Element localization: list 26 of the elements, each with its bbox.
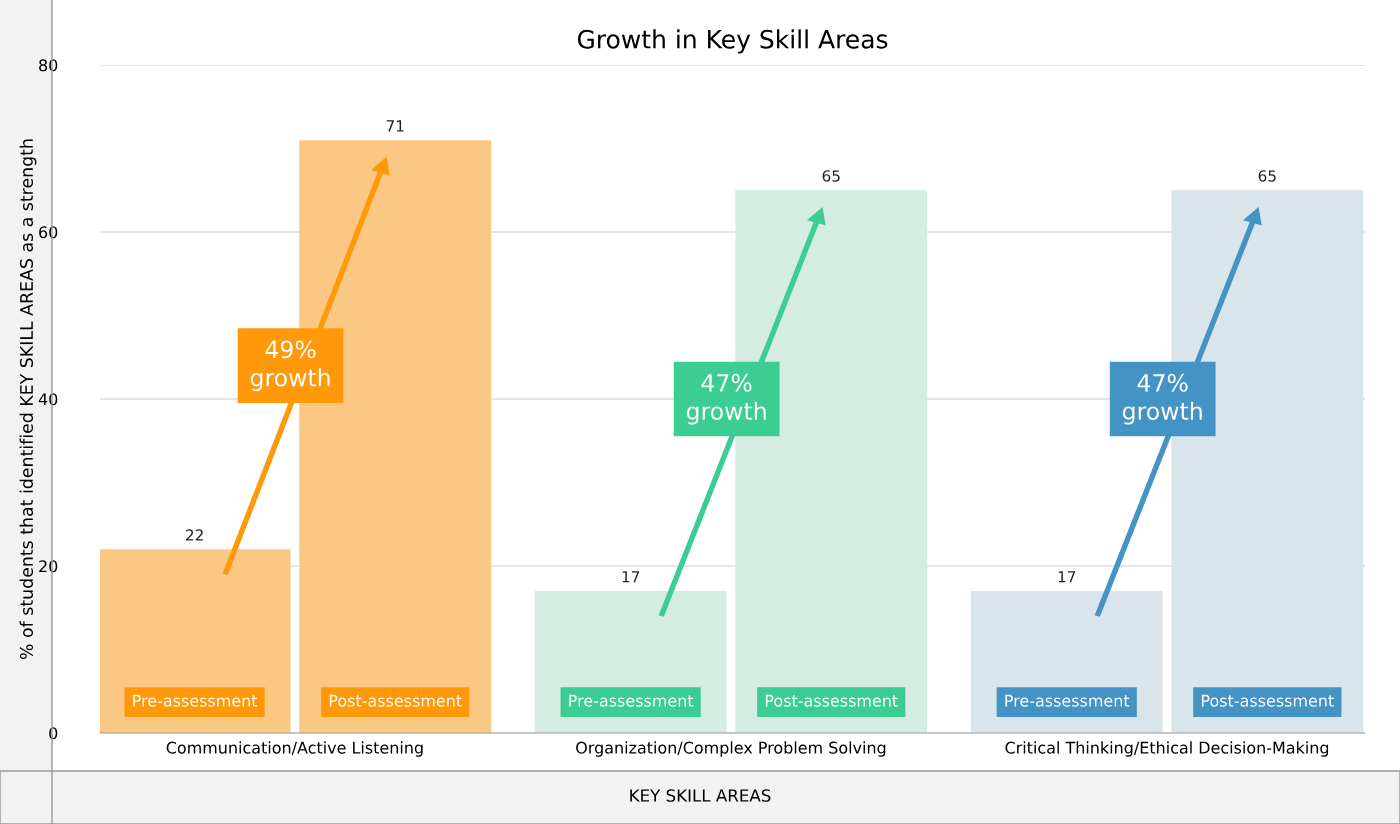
x-axis-title: KEY SKILL AREAS: [630, 789, 771, 802]
data-label: 17: [1058, 571, 1076, 583]
series-label: Post-assessment: [329, 694, 462, 707]
y-tick-label: 40: [38, 393, 58, 406]
x-tick-label: Communication/Active Listening: [166, 741, 423, 757]
x-tick-label: Critical Thinking/Ethical Decision-Making: [1005, 741, 1329, 757]
x-tick-label: Organization/Complex Problem Solving: [576, 741, 886, 757]
y-tick-label: 0: [49, 727, 58, 740]
data-label: 22: [186, 529, 203, 541]
text: Pre-assessment: [569, 694, 694, 707]
text: Post-assessment: [765, 694, 898, 707]
y-tick-label: 60: [39, 226, 58, 239]
annotation: 47% growth: [1122, 373, 1202, 425]
y-tick-label: 80: [39, 59, 58, 72]
data-label: 17: [622, 571, 640, 583]
data-label: 65: [1258, 170, 1276, 182]
y-axis-title: % of students that identified KEY SKILL AREAS as a strength: [19, 139, 37, 660]
data-label: 71: [386, 120, 404, 132]
y-tick-label: 20: [39, 560, 58, 573]
annotation: 47% growth: [686, 373, 766, 425]
chart-title: Growth in Key Skill Areas: [577, 29, 888, 54]
data-label: 65: [822, 170, 840, 182]
text: Pre-assessment: [1005, 694, 1130, 707]
annotation: 49% growth: [250, 340, 330, 392]
text: Post-assessment: [1201, 694, 1334, 707]
series-label: Pre-assessment: [133, 694, 258, 707]
